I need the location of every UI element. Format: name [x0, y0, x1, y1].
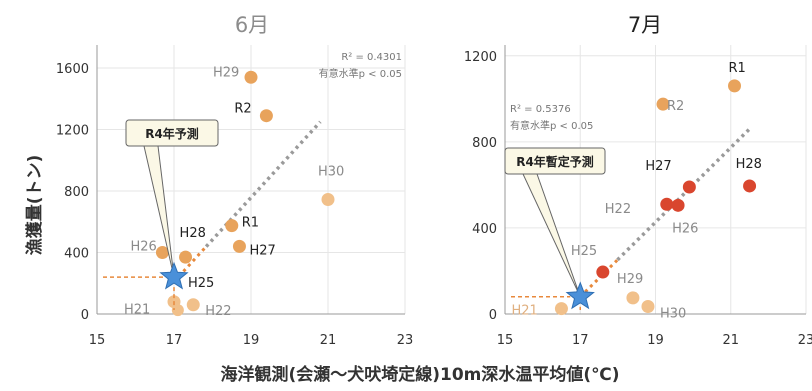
x-tick-label: 15	[89, 333, 106, 348]
point-label: R1	[729, 61, 746, 76]
x-tick-label: 19	[647, 333, 664, 348]
forecast-callout	[504, 147, 606, 175]
data-point-h27	[232, 239, 246, 253]
y-axis-label: 漁獲量(トン)	[24, 155, 45, 256]
point-label: H28	[180, 226, 206, 241]
trend-line-forecast-segment	[579, 258, 619, 298]
point-label: H25	[571, 244, 597, 259]
forecast-star-icon	[565, 281, 595, 310]
forecast-star-icon	[159, 261, 189, 290]
data-point-h29	[626, 291, 640, 305]
point-label: H22	[605, 202, 631, 217]
regression-stat: 有意水準p < 0.05	[319, 67, 402, 80]
point-label: H29	[213, 65, 239, 80]
panel-title: 6月	[235, 13, 269, 37]
forecast-callout-label: R4年暫定予測	[516, 154, 594, 169]
point-label: H26	[672, 221, 698, 236]
y-tick-label: 1200	[464, 50, 497, 65]
regression-stat: R² = 0.5376	[510, 104, 571, 115]
data-point-h22	[660, 197, 674, 211]
x-tick-label: 23	[798, 333, 812, 348]
y-tick-label: 400	[472, 222, 497, 237]
data-point-h26	[671, 198, 685, 212]
data-point-h30	[321, 192, 335, 206]
data-point-h26	[155, 246, 169, 260]
point-label: R2	[667, 99, 684, 114]
callout-pointer	[522, 173, 581, 297]
data-point-h21	[554, 302, 568, 316]
point-label: H26	[130, 240, 156, 255]
panel-title: 7月	[628, 13, 662, 37]
panel-june: 6月 0 400 800 1200 1600 15 17 19 21 23 R² = 0.4301 有意…	[56, 13, 413, 348]
y-tick-label: 0	[81, 308, 89, 323]
data-point-r2	[259, 109, 273, 123]
x-tick-label: 19	[243, 333, 260, 348]
x-tick-label: 17	[572, 333, 589, 348]
point-label: R1	[242, 216, 259, 231]
data-point-h27	[682, 180, 696, 194]
point-label: H29	[617, 272, 643, 287]
y-tick-label: 400	[64, 247, 89, 262]
y-tick-label: 0	[489, 308, 497, 323]
point-label: H30	[318, 164, 344, 179]
point-label: H22	[205, 304, 231, 319]
trend-line	[204, 120, 322, 248]
data-point-h29	[244, 70, 258, 84]
y-tick-label: 800	[472, 136, 497, 151]
x-tick-label: 21	[722, 333, 739, 348]
data-point-h30	[641, 299, 655, 313]
point-label: H21	[511, 304, 537, 319]
x-tick-label: 21	[320, 333, 337, 348]
point-label: H30	[660, 306, 686, 321]
y-tick-label: 1600	[56, 62, 89, 77]
forecast-callout	[125, 119, 219, 147]
point-label: H28	[736, 157, 762, 172]
point-label: H27	[645, 159, 671, 174]
point-label: H21	[124, 303, 150, 318]
data-point-r1	[225, 219, 239, 233]
data-point-h28	[179, 250, 193, 264]
data-point-h28	[743, 179, 757, 193]
data-point-r2	[656, 97, 670, 111]
y-tick-label: 800	[64, 185, 89, 200]
data-point-r1	[728, 79, 742, 93]
forecast-callout-label: R4年予測	[145, 126, 199, 141]
regression-stat: 有意水準p < 0.05	[510, 119, 593, 132]
data-point-h25	[596, 265, 610, 279]
data-point-h22	[186, 298, 200, 312]
x-tick-label: 17	[166, 333, 183, 348]
x-axis-label: 海洋観測(会瀬～犬吠埼定線)10m深水温平均値(℃)	[220, 364, 619, 385]
point-label: R2	[234, 102, 251, 117]
regression-stat: R² = 0.4301	[341, 52, 402, 63]
y-tick-label: 1200	[56, 124, 89, 139]
x-tick-label: 15	[497, 333, 514, 348]
point-label: H25	[188, 276, 214, 291]
point-label: H27	[249, 243, 275, 258]
x-tick-label: 23	[397, 333, 414, 348]
trend-line	[616, 127, 751, 262]
panel-july: 7月 0 400 800 1200 15 17 19 21 23 R² = 0.5376 有意水準p …	[464, 13, 812, 348]
